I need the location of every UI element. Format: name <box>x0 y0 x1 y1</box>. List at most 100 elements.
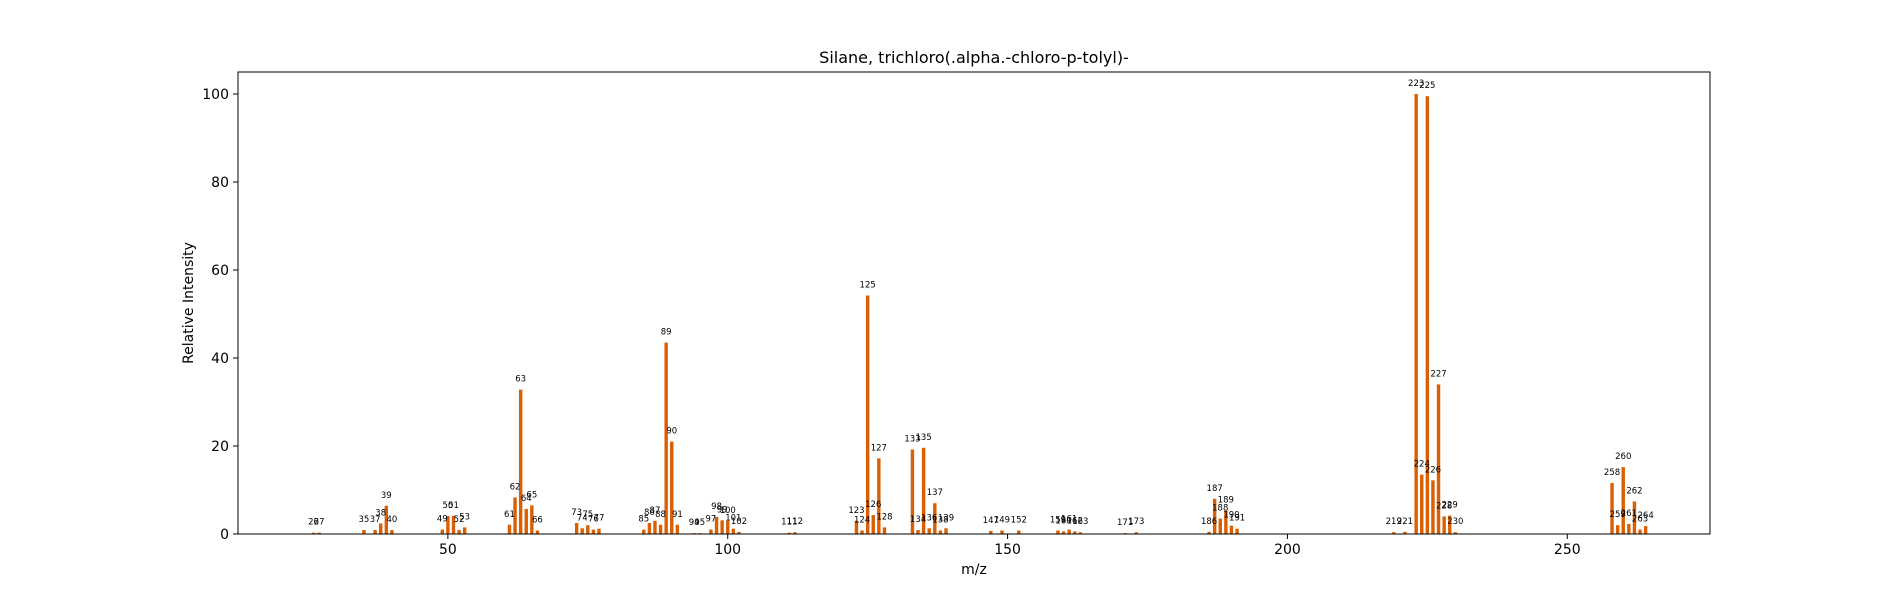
peak-bar-27 <box>317 532 321 534</box>
peak-label-62: 62 <box>510 482 521 492</box>
peak-label-230: 230 <box>1447 517 1463 527</box>
peak-bar-221 <box>1403 531 1407 534</box>
peak-bar-88 <box>658 524 663 534</box>
peak-label-91: 91 <box>672 510 683 520</box>
peak-bar-98 <box>714 516 719 534</box>
peak-label-263: 263 <box>1632 515 1648 525</box>
peak-label-138: 138 <box>932 515 948 525</box>
peak-bar-112 <box>793 532 797 534</box>
x-tick-label: 150 <box>994 542 1021 558</box>
peak-label-191: 191 <box>1229 514 1245 524</box>
x-tick-label: 200 <box>1274 542 1301 558</box>
peak-label-161: 161 <box>1061 515 1077 525</box>
peak-label-152: 152 <box>1011 515 1027 525</box>
peak-label-97: 97 <box>706 515 717 525</box>
peak-bar-51 <box>451 515 456 534</box>
peak-bar-126 <box>871 515 875 534</box>
peak-bar-189 <box>1224 510 1228 534</box>
peak-label-88: 88 <box>655 510 666 520</box>
peak-bar-219 <box>1392 532 1396 534</box>
peak-label-38: 38 <box>375 508 386 518</box>
peak-bar-262 <box>1632 501 1637 534</box>
peak-label-224: 224 <box>1414 460 1430 470</box>
peak-label-111: 111 <box>781 518 797 528</box>
peak-bar-191 <box>1235 528 1239 534</box>
peak-bar-63 <box>518 389 523 534</box>
peak-bar-49 <box>440 529 444 534</box>
peak-bar-53 <box>462 527 467 534</box>
peak-label-160: 160 <box>1055 516 1071 526</box>
peak-label-159: 159 <box>1050 515 1066 525</box>
bars-layer <box>311 94 1648 534</box>
peak-bar-50 <box>446 515 450 534</box>
peak-label-65: 65 <box>526 490 537 500</box>
peak-bar-186 <box>1207 531 1211 534</box>
peak-bar-61 <box>507 524 512 534</box>
peak-bar-135 <box>921 447 926 534</box>
y-tick-label: 40 <box>211 351 229 367</box>
peak-label-40: 40 <box>387 515 398 525</box>
peak-bar-259 <box>1615 525 1620 534</box>
peak-label-53: 53 <box>459 512 470 522</box>
peak-label-123: 123 <box>848 506 864 516</box>
peak-label-134: 134 <box>910 515 926 525</box>
peak-bar-260 <box>1621 467 1625 534</box>
peak-label-135: 135 <box>916 433 932 443</box>
peak-label-50: 50 <box>442 501 453 511</box>
peak-bar-62 <box>513 497 517 534</box>
peak-bar-35 <box>362 530 366 534</box>
peak-label-128: 128 <box>876 512 892 522</box>
peak-bar-225 <box>1425 96 1430 534</box>
peak-bar-258 <box>1610 482 1614 534</box>
peak-bar-173 <box>1134 532 1139 534</box>
peak-bar-85 <box>642 529 646 534</box>
peak-label-137: 137 <box>927 488 943 498</box>
peak-label-127: 127 <box>871 443 887 453</box>
peak-label-136: 136 <box>921 513 937 523</box>
peak-label-39: 39 <box>381 491 392 501</box>
peak-label-139: 139 <box>938 513 954 523</box>
peak-bar-125 <box>865 295 870 534</box>
peak-label-173: 173 <box>1128 517 1144 527</box>
plot-frame <box>237 71 1711 535</box>
peak-bar-75 <box>586 525 590 534</box>
peak-label-75: 75 <box>582 510 593 520</box>
peak-bar-228 <box>1442 516 1446 534</box>
peak-label-94: 94 <box>689 518 700 528</box>
peak-label-64: 64 <box>521 494 532 504</box>
peak-label-95: 95 <box>694 518 705 528</box>
peak-label-261: 261 <box>1621 509 1637 519</box>
peak-label-227: 227 <box>1430 369 1446 379</box>
peak-bar-39 <box>384 505 389 534</box>
peak-label-26: 26 <box>308 518 319 528</box>
peak-label-188: 188 <box>1212 504 1228 514</box>
peak-label-133: 133 <box>904 435 920 445</box>
peak-bar-136 <box>927 528 931 534</box>
peak-bar-52 <box>457 530 461 534</box>
peak-label-73: 73 <box>571 508 582 518</box>
peak-label-125: 125 <box>860 281 876 291</box>
peak-bar-77 <box>597 528 601 534</box>
peak-bar-223 <box>1414 94 1418 534</box>
peak-label-126: 126 <box>865 500 881 510</box>
y-tick-label: 80 <box>211 175 229 191</box>
peak-label-226: 226 <box>1425 465 1441 475</box>
peak-bar-123 <box>854 520 859 534</box>
peak-label-260: 260 <box>1615 452 1631 462</box>
peak-label-228: 228 <box>1436 501 1452 511</box>
peak-label-259: 259 <box>1610 510 1626 520</box>
peak-bar-187 <box>1212 498 1217 534</box>
peak-bar-227 <box>1436 384 1441 534</box>
peak-bar-127 <box>877 458 881 534</box>
peak-label-186: 186 <box>1201 517 1217 527</box>
peak-label-99: 99 <box>717 505 728 515</box>
peak-bar-224 <box>1420 474 1424 534</box>
peak-label-87: 87 <box>650 506 661 516</box>
y-axis-label: Relative Intensity <box>181 242 197 364</box>
peak-bar-229 <box>1448 515 1452 534</box>
peak-bar-97 <box>709 529 713 534</box>
x-tick-label: 250 <box>1554 542 1581 558</box>
peak-bar-226 <box>1431 480 1435 534</box>
peak-bar-161 <box>1067 529 1071 534</box>
